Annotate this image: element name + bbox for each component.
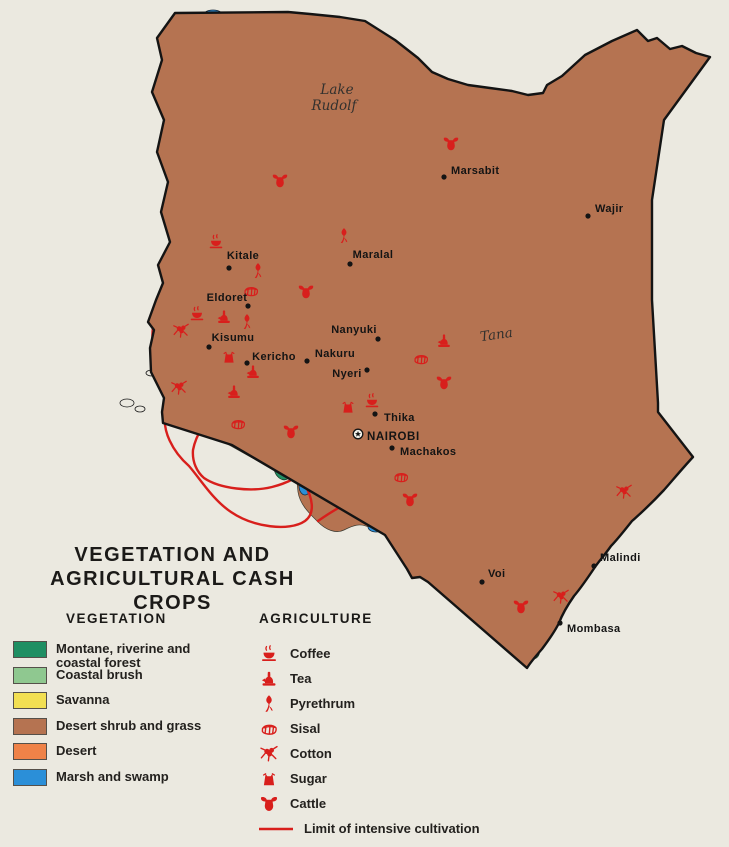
vegetation-legend-item: Savanna [13,691,201,717]
city-dot-malindi [591,563,597,569]
sisal-icon [258,719,280,739]
tea-icon [258,669,280,689]
agriculture-label: Sugar [290,771,327,786]
city-label-mombasa: Mombasa [567,623,621,635]
water-label-lake: Lake [319,82,353,98]
vegetation-swatch [13,768,47,786]
city-label-machakos: Machakos [400,446,456,458]
vegetation-label: Marsh and swamp [56,768,169,784]
vegetation-swatch [13,666,47,684]
vegetation-legend-list: Montane, riverine and coastal forest Coas… [13,640,201,793]
city-dot-nanyuki [375,336,381,342]
limit-of-cultivation-label: Limit of intensive cultivation [304,821,480,836]
vegetation-legend-item: Desert shrub and grass [13,717,201,743]
city-label-marsabit: Marsabit [451,165,499,177]
agriculture-legend-item: Tea [258,666,480,691]
agriculture-label: Sisal [290,721,321,736]
water-label-rudolf: Rudolf [311,98,359,114]
capital-star-icon [355,431,361,437]
city-dot-kericho [244,360,250,366]
agriculture-legend-header: AGRICULTURE [259,611,373,626]
agriculture-label: Coffee [290,646,331,661]
vegetation-swatch [13,743,47,760]
agriculture-legend-list: Coffee Tea Pyrethrum Sisal Cotton Sugar Cattle… [258,641,480,841]
agriculture-legend-item: Sisal [258,716,480,741]
city-label-eldoret: Eldoret [207,292,248,304]
city-dot-mombasa [557,620,563,626]
agriculture-legend-item: Pyrethrum [258,691,480,716]
city-dot-kitale [226,265,232,271]
sugar-icon [258,769,280,789]
agriculture-legend-item: Cattle [258,791,480,816]
city-label-thika: Thika [384,412,415,424]
city-dot-eldoret [245,303,251,309]
map-title: VEGETATION AND AGRICULTURAL CASH CROPS [15,543,330,615]
coffee-icon [258,644,280,664]
vegetation-label: Coastal brush [56,666,143,682]
vegetation-legend-header: VEGETATION [66,611,167,626]
city-dot-wajir [585,213,591,219]
vegetation-legend-item: Desert [13,742,201,768]
red-line-icon [259,827,293,830]
vegetation-label: Savanna [56,692,110,707]
vegetation-legend-item: Marsh and swamp [13,768,201,794]
city-dot-marsabit [441,174,447,180]
agriculture-label: Tea [290,671,312,686]
vegetation-legend-item: Coastal brush [13,666,201,692]
pyrethrum-icon [258,694,280,714]
cotton-icon [258,744,280,764]
city-dot-thika [372,411,378,417]
city-label-kisumu: Kisumu [212,332,255,344]
city-label-nanyuki: Nanyuki [331,324,377,336]
agriculture-legend-item: Cotton [258,741,480,766]
city-label-wajir: Wajir [595,203,624,215]
city-dot-nyeri [364,367,370,373]
vegetation-label: Montane, riverine and coastal forest [56,641,191,670]
vegetation-label: Desert shrub and grass [56,717,202,733]
water-label-tana: Tana [479,325,514,345]
agriculture-legend-item: Sugar [258,766,480,791]
agriculture-label: Cattle [290,796,327,811]
cattle-icon [258,794,280,814]
city-label-maralal: Maralal [353,249,394,261]
vegetation-legend-item: Montane, riverine and coastal forest [13,640,201,670]
cities-layer: Marsabit Wajir Maralal Kitale Eldoret Kisumu K… [206,165,640,635]
city-label-kericho: Kericho [252,351,296,363]
city-label-malindi: Malindi [600,552,641,564]
capital-label: NAIROBI [367,431,420,443]
city-dot-maralal [347,261,353,267]
city-label-nakuru: Nakuru [315,348,355,360]
agriculture-label: Cotton [290,746,332,761]
city-dot-nakuru [304,358,310,364]
city-label-nyeri: Nyeri [332,368,362,380]
city-dot-machakos [389,445,395,451]
limit-of-cultivation-legend-item: Limit of intensive cultivation [258,816,480,841]
city-dot-kisumu [206,344,212,350]
agriculture-legend-item: Coffee [258,641,480,666]
city-dot-voi [479,579,485,585]
vegetation-label: Desert [56,743,97,758]
vegetation-swatch [13,641,47,658]
map-title-line2: AGRICULTURAL CASH CROPS [50,568,295,614]
agriculture-label: Pyrethrum [290,696,356,711]
vegetation-swatch [13,692,47,709]
city-label-voi: Voi [488,568,506,580]
vegetation-swatch [13,717,47,735]
city-label-kitale: Kitale [227,250,259,262]
map-title-line1: VEGETATION AND [74,544,271,566]
